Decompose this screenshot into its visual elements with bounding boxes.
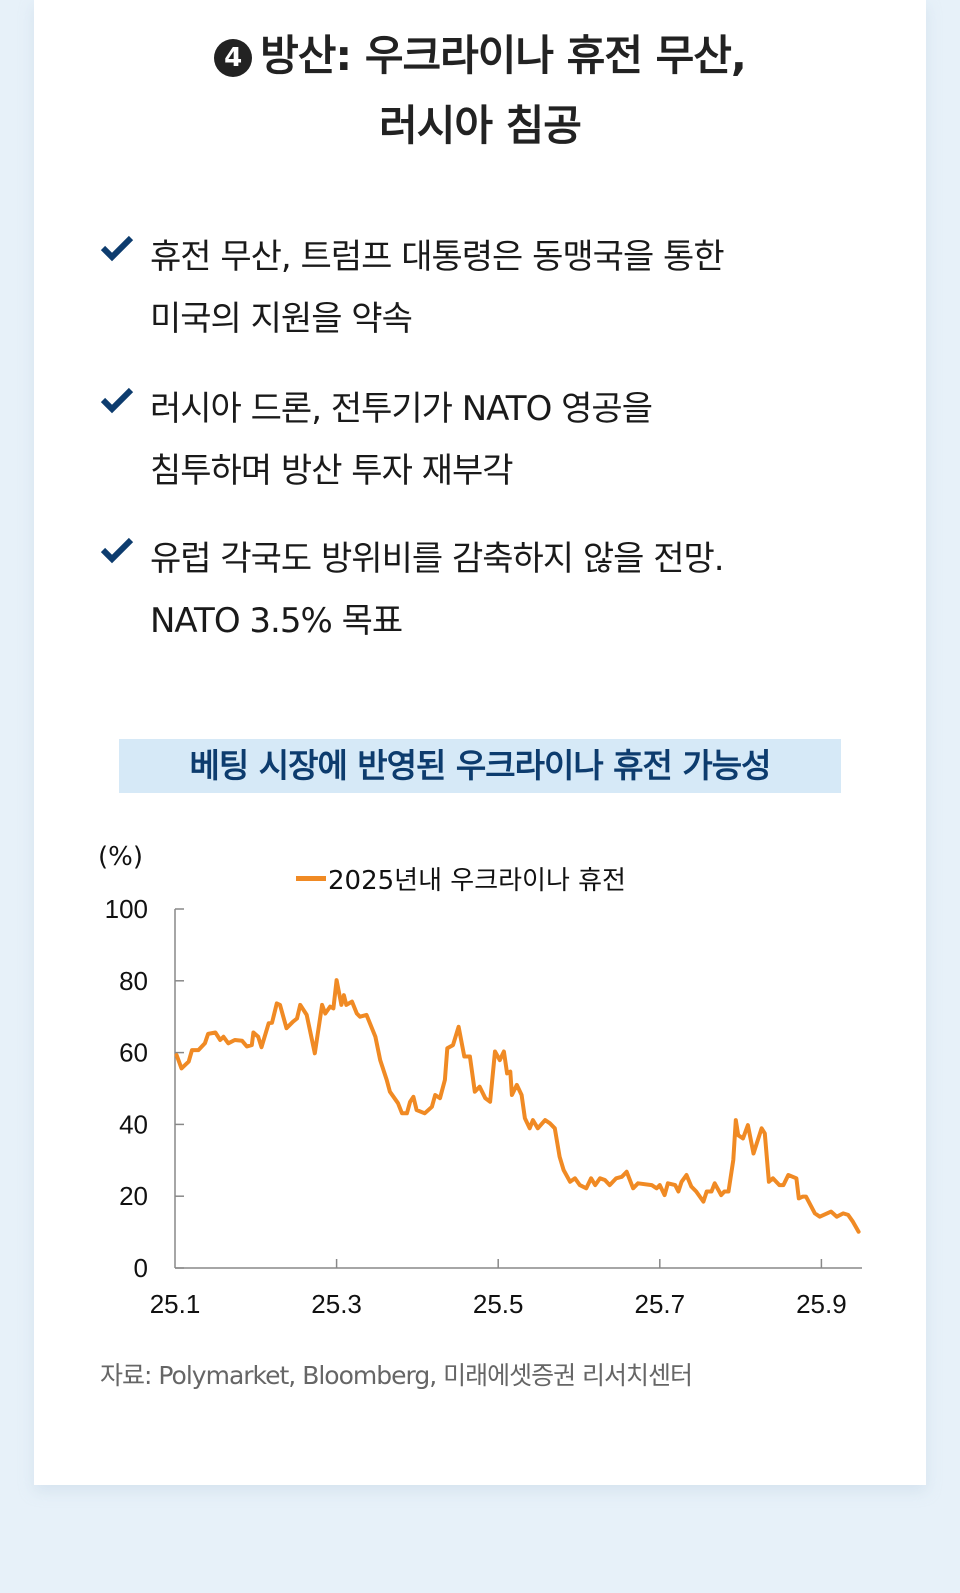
- series-line: [174, 978, 861, 1234]
- page-title-line1: 4 방산: 우크라이나 휴전 무산,: [0, 22, 960, 83]
- legend-swatch: [296, 876, 326, 881]
- y-tick-label: 80: [119, 966, 148, 996]
- bullet-text: 유럽 각국도 방위비를 감축하지 않을 전망. NATO 3.5% 목표: [150, 539, 725, 641]
- x-tick-label: 25.3: [311, 1289, 362, 1319]
- x-tick-label: 25.5: [473, 1289, 524, 1319]
- title-text: 방산: 우크라이나 휴전 무산,: [260, 31, 747, 80]
- bullet-text: 휴전 무산, 트럼프 대통령은 동맹국을 통한 미국의 지원을 약속: [150, 237, 725, 339]
- legend-label: 2025년내 우크라이나 휴전: [328, 866, 626, 896]
- bullet-text: 러시아 드론, 전투기가 NATO 영공을 침투하며 방산 투자 재부각: [150, 389, 653, 491]
- x-tick-label: 25.9: [796, 1289, 847, 1319]
- check-icon: [100, 387, 134, 414]
- y-tick-label: 0: [134, 1253, 148, 1283]
- y-tick-label: 20: [119, 1181, 148, 1211]
- check-icon: [100, 537, 134, 564]
- y-axis-unit: (%): [98, 842, 143, 872]
- source-note: 자료: Polymarket, Bloomberg, 미래에셋증권 리서치센터: [100, 1361, 693, 1390]
- x-tick-label: 25.1: [150, 1289, 201, 1319]
- y-tick-label: 40: [119, 1109, 148, 1139]
- page-title-line2: 러시아 침공: [379, 101, 582, 150]
- y-tick-label: 60: [119, 1038, 148, 1068]
- chart-legend: 2025년내 우크라이나 휴전: [296, 860, 626, 897]
- x-tick-label: 25.7: [634, 1289, 685, 1319]
- check-icon: [100, 235, 134, 262]
- y-tick-label: 100: [105, 894, 148, 924]
- section-number-badge: 4: [214, 39, 253, 77]
- chart-title: 베팅 시장에 반영된 우크라이나 휴전 가능성: [119, 739, 841, 793]
- line-chart: 0 20 40 60 80 100 25.1 25.3 25.5 25.7 25.9: [105, 894, 862, 1319]
